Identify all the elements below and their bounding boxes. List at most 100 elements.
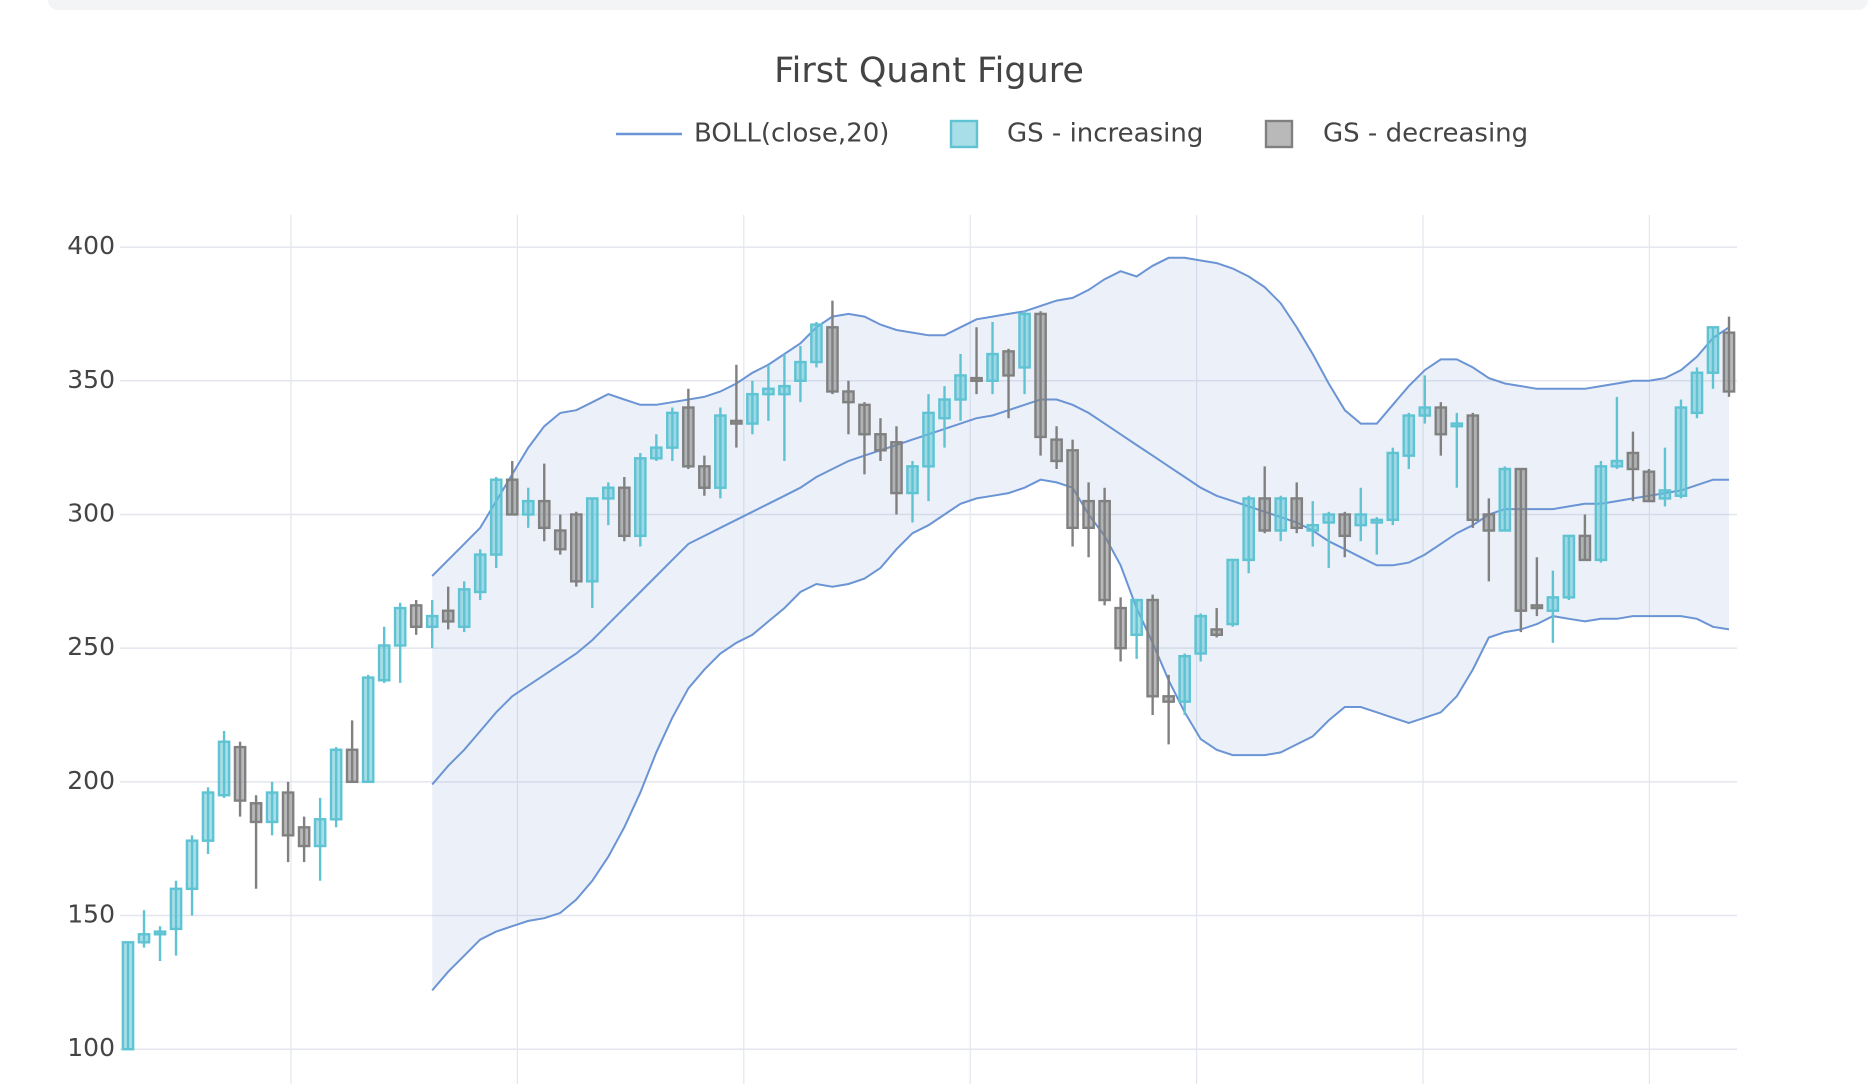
candle-body: [1658, 489, 1672, 500]
y-tick-label: 200: [67, 766, 115, 795]
candle-body: [489, 478, 503, 556]
candle-body: [1626, 451, 1640, 471]
candle-body: [169, 887, 183, 931]
boll-upper: [431, 256, 1730, 577]
candle-body: [890, 441, 903, 495]
candle-body: [954, 374, 967, 401]
candle-body: [666, 411, 679, 449]
candle-body: [1018, 312, 1031, 369]
candle-body: [1290, 497, 1304, 530]
candle-body: [1482, 513, 1496, 532]
candle-body: [297, 826, 311, 848]
candle-body: [1578, 534, 1592, 562]
candle-body: [377, 644, 391, 682]
candle-body: [1386, 451, 1400, 522]
candle-body: [1418, 406, 1432, 417]
candle-body: [457, 588, 471, 628]
candle-body: [1610, 459, 1624, 468]
candle-body: [1722, 331, 1736, 393]
candle-body: [345, 748, 359, 784]
y-tick-label: 250: [67, 632, 115, 661]
candle-body: [617, 486, 631, 538]
candle-body: [1530, 604, 1544, 610]
candle-body: [730, 419, 743, 425]
legend-label: GS - increasing: [1007, 119, 1203, 149]
candle-body: [1402, 414, 1416, 457]
candle-body: [858, 403, 871, 436]
candle-body: [1690, 371, 1704, 415]
candle-body: [281, 791, 295, 837]
legend-swatch: [1264, 119, 1294, 149]
candle-body: [473, 553, 487, 594]
candle-body: [1354, 513, 1368, 527]
candle-body: [1066, 449, 1079, 530]
candle-body: [906, 465, 919, 495]
candle-body: [826, 326, 839, 393]
candle-body: [1162, 695, 1175, 703]
legend-label: BOLL(close,20): [694, 119, 889, 149]
candle-body: [1130, 598, 1143, 636]
candle-body: [1242, 497, 1256, 562]
candle-body: [1642, 470, 1656, 503]
y-tick-label: 400: [67, 231, 115, 260]
candle-body: [1434, 406, 1448, 436]
candle-body: [361, 676, 375, 784]
candle-body: [217, 740, 231, 797]
candle-body: [1002, 350, 1015, 377]
candle-body: [794, 360, 807, 382]
candle-body: [121, 941, 135, 1051]
candle-body: [714, 414, 727, 489]
candle-body: [762, 387, 775, 396]
candle-body: [1562, 534, 1576, 599]
candle-body: [313, 818, 327, 848]
candle-body: [329, 748, 343, 821]
candle-body: [233, 745, 247, 802]
candle-body: [1466, 414, 1480, 522]
candle-body: [1594, 465, 1608, 562]
candle-body: [553, 529, 567, 551]
candle-body: [1098, 499, 1111, 602]
candle-body: [1210, 628, 1224, 636]
candle-body: [1450, 422, 1464, 428]
candle-body: [633, 457, 647, 538]
candle-body: [569, 513, 583, 583]
candle-body: [1114, 606, 1127, 650]
candle-body: [505, 478, 519, 516]
candle-body: [521, 499, 535, 516]
candle-body: [1194, 614, 1207, 655]
candle-body: [153, 930, 167, 936]
candle-body: [842, 390, 855, 404]
candle-body: [1498, 467, 1512, 532]
candle-body: [249, 802, 263, 824]
candle-body: [537, 499, 551, 530]
candle-body: [201, 791, 215, 842]
candle-body: [746, 392, 759, 425]
candle-body: [1370, 518, 1384, 524]
candle-body: [265, 791, 279, 824]
top-bar: [48, 0, 1868, 10]
candle-body: [1050, 438, 1063, 463]
candle-body: [778, 384, 791, 396]
candle-body: [1306, 523, 1320, 532]
candle-body: [393, 606, 407, 647]
candle-body: [938, 398, 951, 420]
candle-body: [137, 933, 151, 944]
chart-title: First Quant Figure: [774, 51, 1084, 91]
candle-body: [810, 323, 823, 364]
candle-body: [698, 465, 711, 489]
candle-body: [601, 486, 615, 500]
candle-body: [1338, 513, 1352, 538]
candle-body: [409, 604, 423, 628]
candle-body: [185, 839, 199, 891]
candle-body: [1546, 596, 1560, 612]
boll-middle: [431, 398, 1729, 786]
candle-body: [1226, 558, 1240, 626]
candle-body: [874, 433, 887, 452]
candle-body: [425, 614, 439, 628]
candle-body: [970, 376, 983, 382]
candle-body: [441, 609, 455, 623]
candle-body: [1706, 326, 1720, 374]
candle-body: [1322, 513, 1336, 524]
